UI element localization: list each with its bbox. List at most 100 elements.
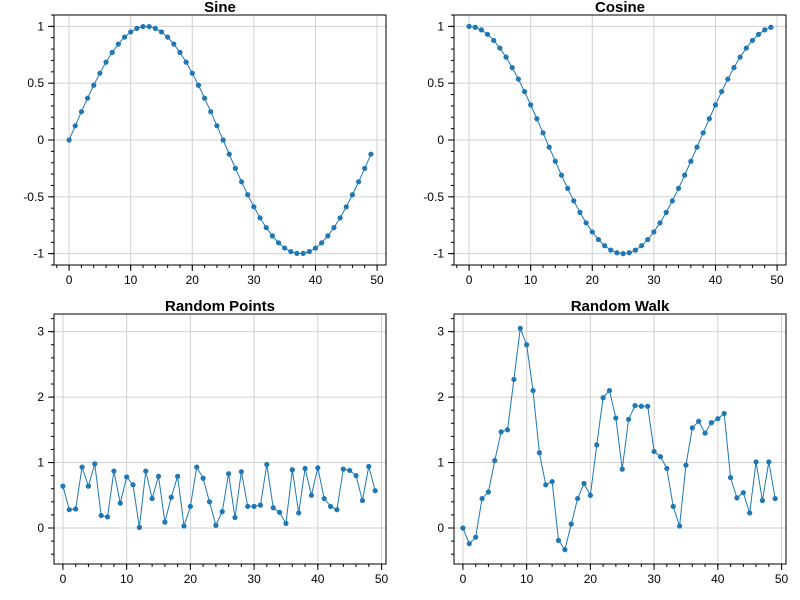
- data-point: [504, 427, 511, 433]
- data-point: [195, 82, 202, 88]
- data-point: [60, 483, 66, 489]
- data-point: [347, 467, 353, 474]
- data-point: [214, 123, 220, 129]
- data-point: [700, 130, 706, 136]
- data-point: [238, 469, 244, 475]
- data-point: [657, 220, 663, 226]
- data-point: [558, 172, 565, 178]
- data-point: [238, 179, 245, 185]
- data-point: [740, 490, 746, 496]
- data-point: [362, 165, 368, 171]
- data-point: [460, 525, 466, 531]
- data-point: [731, 65, 737, 71]
- data-point: [497, 45, 503, 51]
- data-point: [194, 464, 200, 470]
- data-point: [73, 506, 79, 512]
- data-point: [306, 248, 312, 255]
- data-point: [511, 376, 517, 383]
- data-point: [651, 229, 657, 235]
- data-point: [315, 465, 321, 471]
- data-point: [146, 23, 152, 30]
- data-point: [694, 144, 700, 150]
- data-point: [349, 192, 356, 198]
- data-point: [768, 24, 774, 30]
- data-point: [568, 521, 574, 527]
- x-tick-label: 30: [247, 572, 261, 586]
- data-point: [269, 233, 275, 239]
- data-point: [575, 495, 581, 502]
- data-point: [171, 41, 177, 47]
- data-point: [219, 509, 225, 515]
- data-point: [319, 240, 325, 246]
- y-tick-label: 1: [37, 19, 44, 33]
- chart-panel-3: 0 10 20 30 40 50 0 1 2 3 Random Walk: [437, 298, 788, 586]
- y-tick-label: -1: [433, 247, 444, 261]
- data-point: [498, 429, 504, 435]
- data-point: [251, 204, 257, 210]
- data-point: [257, 502, 264, 508]
- plot-frame: [53, 14, 387, 266]
- data-point: [708, 420, 715, 426]
- data-point: [663, 209, 669, 215]
- x-tick-label: 10: [124, 273, 138, 287]
- x-tick-label: 0: [466, 273, 473, 287]
- chart-panel-0: 0 10 20 30 40 50 -1 -0.5 0 0.5 1 Sine: [23, 0, 387, 287]
- data-point: [595, 236, 602, 243]
- x-tick-label: 20: [586, 273, 600, 287]
- data-point: [283, 520, 289, 527]
- data-point: [181, 523, 187, 529]
- data-point: [92, 461, 98, 467]
- data-point: [589, 229, 595, 235]
- data-point: [175, 473, 181, 479]
- x-tick-label: 0: [66, 273, 73, 287]
- data-point: [613, 415, 619, 421]
- data-point: [517, 325, 523, 331]
- data-point: [245, 192, 251, 198]
- data-point: [103, 59, 109, 65]
- data-point: [606, 387, 613, 394]
- data-point: [124, 474, 130, 480]
- y-tick-label: 0: [437, 133, 444, 147]
- data-point: [675, 185, 682, 192]
- x-tick-label: 20: [184, 572, 198, 586]
- data-point: [669, 198, 675, 204]
- x-tick-label: 10: [120, 572, 134, 586]
- data-point: [734, 495, 740, 501]
- data-point: [626, 416, 632, 422]
- data-point: [727, 475, 734, 481]
- x-tick-label: 50: [375, 572, 389, 586]
- data-point: [353, 473, 359, 479]
- data-point: [134, 25, 140, 32]
- data-point: [84, 95, 91, 101]
- data-point: [638, 243, 645, 249]
- series-line: [462, 328, 776, 551]
- data-point: [155, 473, 162, 479]
- data-point: [473, 534, 479, 540]
- y-tick-label: 1: [37, 456, 44, 470]
- data-point: [263, 225, 269, 231]
- data-point: [79, 464, 85, 470]
- y-tick-label: 0: [37, 521, 44, 535]
- data-point: [282, 245, 288, 251]
- data-point: [614, 250, 620, 256]
- data-point: [327, 503, 334, 510]
- data-point: [759, 497, 766, 504]
- y-tick-label: 1: [437, 19, 444, 33]
- data-point: [104, 514, 111, 520]
- data-point: [264, 461, 270, 468]
- data-point: [521, 88, 528, 95]
- data-point: [78, 109, 85, 115]
- data-point: [528, 102, 534, 108]
- data-point: [226, 151, 232, 157]
- data-point: [546, 144, 552, 150]
- data-point: [359, 497, 366, 504]
- data-point: [66, 507, 72, 513]
- x-tick-label: 50: [370, 273, 384, 287]
- data-point: [109, 49, 115, 55]
- x-tick-label: 30: [647, 273, 661, 287]
- data-point: [257, 215, 263, 221]
- y-tick-label: 1: [437, 456, 444, 470]
- data-point: [492, 457, 498, 464]
- chart-title: Random Walk: [571, 298, 670, 315]
- data-point: [706, 116, 712, 122]
